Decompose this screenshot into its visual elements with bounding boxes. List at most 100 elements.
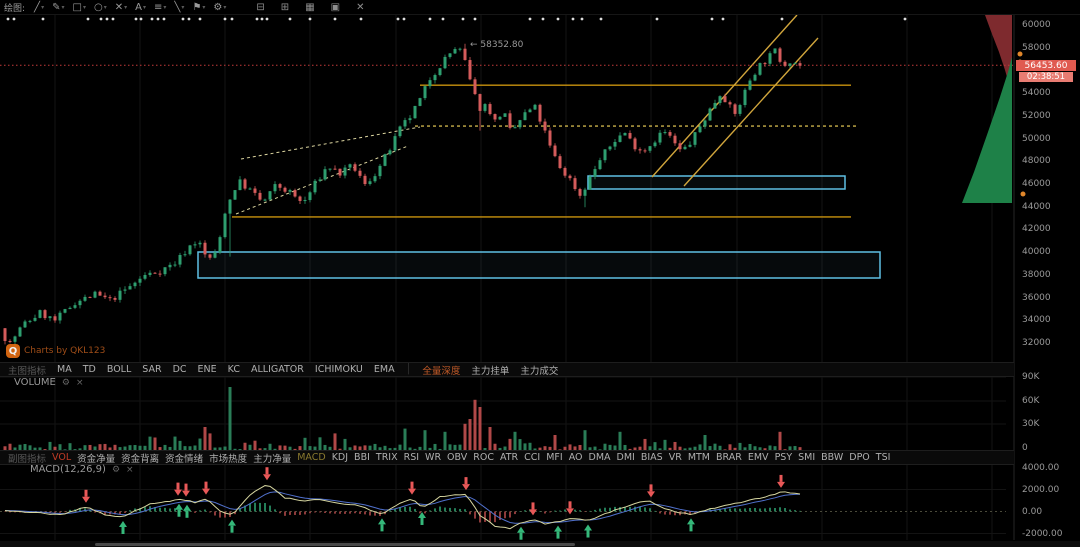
ascending-channel-line <box>683 37 819 187</box>
tab-main-BOLL[interactable]: BOLL <box>106 364 132 375</box>
price-axis-tick: 32000 <box>1022 337 1051 348</box>
chart-marker-dots: ← 58352.80 <box>6 17 907 50</box>
sell-signal-arrow <box>566 501 574 515</box>
tab-sub-CCI[interactable]: CCI <box>524 452 541 463</box>
tab-sub-VR[interactable]: VR <box>668 452 682 463</box>
tab-sub-DPO[interactable]: DPO <box>849 452 870 463</box>
tab-sub-EMV[interactable]: EMV <box>747 452 769 463</box>
tab-main-主力成交[interactable]: 主力成交 <box>520 365 559 377</box>
tab-sub-VOL[interactable]: VOL <box>52 452 72 463</box>
flag-tool-glyph: ⚑ <box>192 1 202 13</box>
price-axis-tick: 44000 <box>1022 201 1051 212</box>
last-price-tag: 56453.60 <box>1016 60 1076 71</box>
buy-signal-arrow <box>378 518 386 532</box>
grid-layout-icon[interactable]: ▦ <box>305 1 315 13</box>
tab-sub-TSI[interactable]: TSI <box>875 452 891 463</box>
tab-main-DC[interactable]: DC <box>172 364 187 375</box>
tab-main-主力挂单[interactable]: 主力挂单 <box>471 365 510 377</box>
volume-axis-tick: 60K <box>1022 395 1040 406</box>
volume-axis-tick: 30K <box>1022 419 1040 430</box>
tab-sub-BBI[interactable]: BBI <box>354 452 370 463</box>
tab-main-KC[interactable]: KC <box>227 364 240 375</box>
brush-tool-glyph: ✎ <box>52 1 61 13</box>
tab-sub-SMI[interactable]: SMI <box>798 452 816 463</box>
brush-tool[interactable]: ✎ ▾ <box>49 1 67 14</box>
tab-sub-BRAR[interactable]: BRAR <box>716 452 742 463</box>
tab-sub-WR[interactable]: WR <box>425 452 442 463</box>
tab-sub-DMI[interactable]: DMI <box>616 452 635 463</box>
flag-tool[interactable]: ⚑ ▾ <box>189 1 208 14</box>
chart-scrollbar-thumb[interactable] <box>95 543 575 546</box>
macd-settings-gear-icon[interactable]: ⚙ <box>111 464 121 475</box>
rectangle-tool[interactable]: □ ▾ <box>70 1 89 14</box>
buy-signal-arrow <box>687 518 695 532</box>
tab-main-MA[interactable]: MA <box>57 364 72 375</box>
sell-signal-arrow <box>182 483 190 497</box>
tab-sub-资金净量[interactable]: 资金净量 <box>77 453 116 465</box>
sub-indicator-tabs: 副图指标 VOL 资金净量 资金背离 资金情绪 市场热度 主力净量 MACD KDJ BBI TRI… <box>0 450 1014 465</box>
ray-tool[interactable]: ╲ ▾ <box>171 1 187 14</box>
tab-main-│: │ <box>405 364 412 375</box>
tab-sub-PSY[interactable]: PSY <box>774 452 793 463</box>
sell-signal-arrow <box>82 489 90 503</box>
rectangle-tool-glyph: □ <box>72 1 82 13</box>
text-tool-glyph: A <box>135 1 142 13</box>
parallel-lines-tool[interactable]: ≡ ▾ <box>151 1 169 14</box>
volume-settings-gear-icon[interactable]: ⚙ <box>61 377 70 388</box>
sell-signal-arrow <box>174 482 182 496</box>
drawing-settings-tool[interactable]: ⚙ ▾ <box>210 1 229 14</box>
tab-sub-市场热度[interactable]: 市场热度 <box>209 453 248 465</box>
depth-overlay <box>962 15 1026 203</box>
buy-signal-arrow <box>119 521 127 534</box>
tab-main-全量深度[interactable]: 全量深度 <box>422 365 461 377</box>
tab-sub-ATR[interactable]: ATR <box>499 452 519 463</box>
price-axis-tick: 50000 <box>1022 133 1051 144</box>
tab-sub-AO[interactable]: AO <box>568 452 583 463</box>
depth-marker-dot <box>1020 191 1026 197</box>
tab-sub-BBW[interactable]: BBW <box>821 452 844 463</box>
tab-sub-MACD[interactable]: MACD <box>297 452 326 463</box>
text-tool[interactable]: A ▾ <box>132 1 149 14</box>
tab-sub-MTM[interactable]: MTM <box>687 452 711 463</box>
cross-mark-tool[interactable]: ✕ ▾ <box>112 1 130 14</box>
tab-sub-资金情绪[interactable]: 资金情绪 <box>165 453 204 465</box>
watermark-text: Charts by QKL123 <box>24 346 106 356</box>
chevron-down-icon: ▾ <box>41 3 45 11</box>
depth-ask-area <box>985 15 1012 88</box>
tab-main-ICHIMOKU[interactable]: ICHIMOKU <box>314 364 363 375</box>
peak-price-annotation: ← 58352.80 <box>470 40 524 50</box>
indicator-panel-icon[interactable]: ⊞ <box>280 1 290 13</box>
tab-sub-BIAS[interactable]: BIAS <box>640 452 663 463</box>
tab-sub-副图指标: 副图指标 <box>8 453 47 465</box>
tab-sub-RSI[interactable]: RSI <box>403 452 420 463</box>
ellipse-tool[interactable]: ○ ▾ <box>91 1 110 14</box>
tab-main-EMA[interactable]: EMA <box>373 364 395 375</box>
macd-pane-title: MACD(12,26,9) <box>30 464 106 475</box>
tab-sub-主力净量[interactable]: 主力净量 <box>253 453 292 465</box>
tab-main-ENE[interactable]: ENE <box>197 364 217 375</box>
tab-sub-MFI[interactable]: MFI <box>546 452 563 463</box>
tab-sub-DMA[interactable]: DMA <box>588 452 611 463</box>
tab-main-TD[interactable]: TD <box>82 364 96 375</box>
tab-main-ALLIGATOR[interactable]: ALLIGATOR <box>251 364 304 375</box>
tab-sub-资金背离[interactable]: 资金背离 <box>121 453 160 465</box>
macd-close-icon[interactable]: × <box>126 464 134 475</box>
snapshot-icon[interactable]: ▣ <box>330 1 341 13</box>
clear-drawings-icon[interactable]: ✕ <box>356 1 365 13</box>
trend-line-tool[interactable]: ╱ ▾ <box>31 1 47 14</box>
ascending-channel-line <box>651 14 798 178</box>
tab-main-SAR[interactable]: SAR <box>142 364 162 375</box>
compare-icon[interactable]: ⊟ <box>256 1 265 13</box>
tab-sub-ROC[interactable]: ROC <box>473 452 494 463</box>
price-axis-tick: 58000 <box>1022 42 1051 53</box>
candle-countdown-tag: 02:38:51 <box>1019 72 1073 82</box>
tab-sub-KDJ[interactable]: KDJ <box>331 452 349 463</box>
volume-close-icon[interactable]: × <box>75 377 84 388</box>
tab-sub-OBV[interactable]: OBV <box>447 452 468 463</box>
buy-signal-arrow <box>228 519 236 533</box>
sell-signal-arrow <box>462 477 470 491</box>
support-zone-rectangle <box>587 175 846 190</box>
tab-sub-TRIX[interactable]: TRIX <box>375 452 398 463</box>
drawing-tools-group: ╱ ▾ ✎ ▾ □ ▾ ○ ▾ ✕ ▾ A ▾ ≡ ▾ ╲ ▾ ⚑ ▾ ⚙ ▾ <box>31 1 229 14</box>
